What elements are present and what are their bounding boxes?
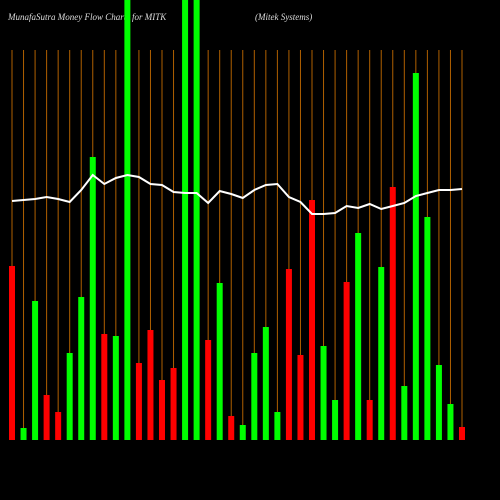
bar [43, 395, 50, 440]
bar [389, 187, 396, 440]
bar [274, 412, 281, 440]
bar [366, 400, 373, 440]
bar [55, 412, 62, 440]
bar [193, 0, 200, 440]
bar [251, 353, 258, 440]
bar [309, 200, 315, 440]
bar [89, 157, 96, 440]
bar [343, 282, 350, 440]
bar [355, 233, 362, 440]
bar [78, 297, 85, 440]
bar [332, 400, 339, 440]
bar [459, 427, 465, 440]
bar [205, 340, 212, 440]
bar [216, 283, 223, 440]
bar [320, 346, 327, 440]
bar [401, 386, 408, 440]
bar [435, 365, 442, 440]
bar [424, 217, 431, 440]
bar [228, 416, 235, 440]
chart-title: MunafaSutra Money Flow Charts for MITK [7, 12, 167, 22]
bar [124, 0, 131, 440]
bar [285, 269, 292, 440]
bar [66, 353, 73, 440]
bar [239, 425, 246, 440]
bar [378, 267, 385, 440]
bar [20, 428, 27, 440]
bar [412, 73, 419, 440]
bar [159, 380, 165, 440]
bar [101, 334, 108, 440]
bar [135, 363, 142, 440]
bar [262, 327, 269, 440]
bar [297, 355, 304, 440]
chart-subtitle: (Mitek Systems) [255, 12, 312, 22]
bar [32, 301, 39, 440]
bar [182, 0, 189, 440]
bar [447, 404, 454, 440]
money-flow-line [11, 173, 463, 215]
bar [170, 368, 177, 440]
bar [112, 336, 119, 440]
bar [147, 330, 154, 440]
bar [9, 266, 15, 440]
